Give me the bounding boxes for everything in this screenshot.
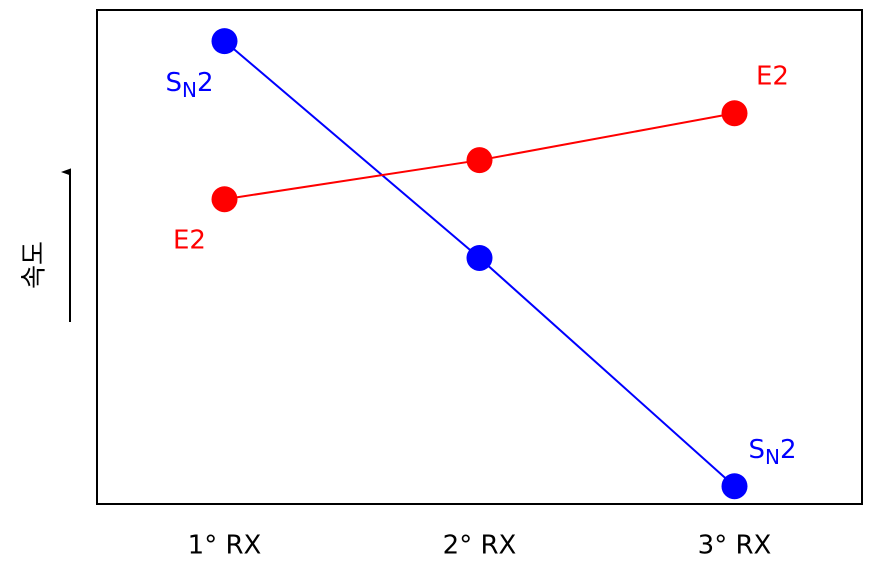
series-label: SN2 bbox=[748, 435, 796, 469]
label-part: N bbox=[182, 78, 197, 102]
data-point bbox=[211, 28, 238, 55]
y-axis-label: 속도 bbox=[20, 241, 50, 289]
label-part: S bbox=[748, 435, 765, 465]
series-label: E2 bbox=[173, 226, 206, 256]
x-tick-label: 3° RX bbox=[698, 531, 772, 561]
label-part: N bbox=[765, 445, 780, 469]
label-part: 2 bbox=[780, 435, 797, 465]
series-label: E2 bbox=[756, 62, 789, 92]
x-tick-label: 2° RX bbox=[443, 531, 517, 561]
label-part: S bbox=[165, 68, 182, 98]
label-part: 2 bbox=[197, 68, 214, 98]
series-label: SN2 bbox=[165, 68, 213, 102]
data-point bbox=[466, 244, 493, 271]
data-point bbox=[721, 100, 748, 127]
data-point bbox=[721, 473, 748, 500]
plot-frame bbox=[96, 9, 863, 505]
data-point bbox=[466, 147, 493, 174]
x-tick-label: 1° RX bbox=[188, 531, 262, 561]
data-point bbox=[211, 186, 238, 213]
